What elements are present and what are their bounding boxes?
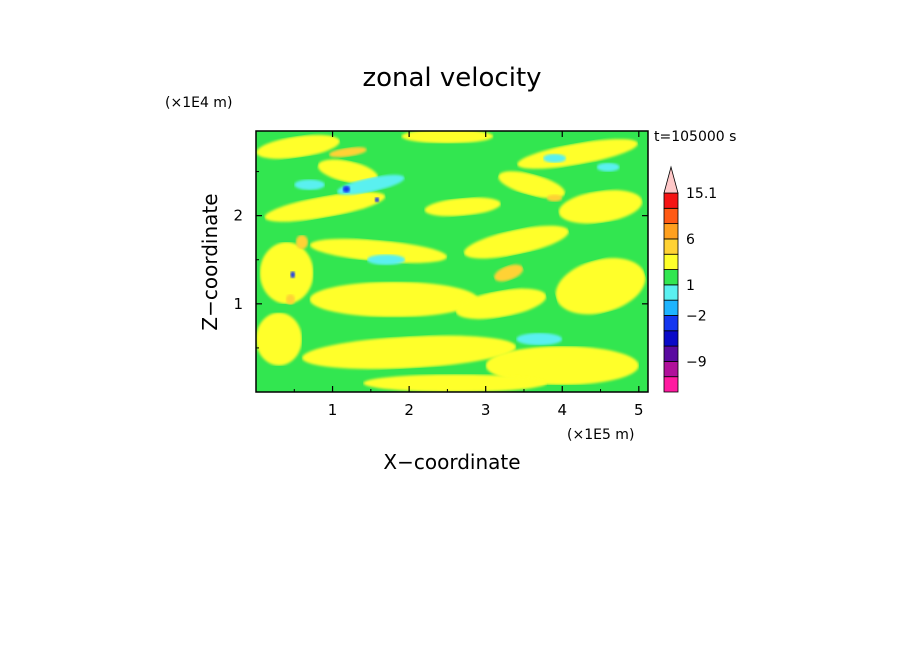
plot-frame [255,130,649,393]
colorbar-segment [663,223,679,240]
y-tick-label-1: 2 [233,207,243,225]
contour-region [455,288,547,320]
x-tick-label-1: 2 [404,401,414,419]
x-tick-label-3: 4 [557,401,567,419]
plot-area [256,131,648,392]
colorbar-label-0: 15.1 [686,186,717,202]
contour-region [294,179,325,191]
colorbar-segment [663,299,679,316]
contour-region [259,242,314,304]
colorbar-label-4: −9 [686,354,707,370]
contour-region [555,258,646,315]
colorbar-segment [663,376,679,393]
contour-region [367,254,406,266]
colorbar-label-3: −2 [686,308,707,324]
contour-region [328,147,367,158]
x-tick-label-0: 1 [328,401,338,419]
contour-region [558,190,643,224]
contour-region [543,153,567,163]
colorbar: 15.1 6 1 −2 −9 [663,165,717,393]
contour-region [596,162,620,172]
x-scale-label: (×1E5 m) [567,427,634,443]
contour-region [309,238,448,264]
colorbar-segment [663,330,679,347]
x-axis-label: X−coordinate [383,450,520,474]
chart-title: zonal velocity [362,63,541,93]
colorbar-segment [663,207,679,225]
colorbar-extend-max [663,165,679,194]
contour-region [290,271,296,279]
colorbar-segment [663,269,679,286]
contour-region [302,335,517,370]
contour-region [374,197,380,203]
colorbar-segment [663,253,679,270]
contour-region [264,191,386,222]
contour-region [424,197,501,217]
colorbar-segment [663,315,679,332]
contour-region [337,174,405,195]
contour-region [309,281,479,318]
contour-region [363,374,547,392]
contour-region [295,235,309,250]
y-axis-ticks: 12 [233,171,648,349]
contour-region [256,312,302,366]
colorbar-segment [663,360,679,378]
contour-region [498,171,566,199]
contour-field [256,131,646,392]
colorbar-label-2: 1 [686,278,695,294]
contour-region [256,134,340,159]
contour-region [342,185,351,193]
colorbar-label-1: 6 [686,232,695,248]
colorbar-segment [663,345,679,362]
contour-region [401,131,494,144]
contour-region [516,332,563,346]
colorbar-segment [663,238,679,255]
colorbar-segment [663,192,679,209]
contour-region [285,294,296,305]
y-tick-label-0: 1 [233,295,243,313]
y-axis-label: Z−coordinate [198,193,222,330]
contour-region [494,264,524,282]
time-label: t=105000 s [654,129,736,145]
x-axis-ticks: 1 2 3 4 5 [293,131,644,419]
contour-region [463,225,569,259]
contour-region [317,159,378,184]
contour-region [485,346,639,385]
x-tick-label-2: 3 [481,401,491,419]
contour-region [546,194,563,202]
colorbar-segment [663,284,679,301]
y-scale-label: (×1E4 m) [165,95,232,111]
x-tick-label-4: 5 [634,401,644,419]
